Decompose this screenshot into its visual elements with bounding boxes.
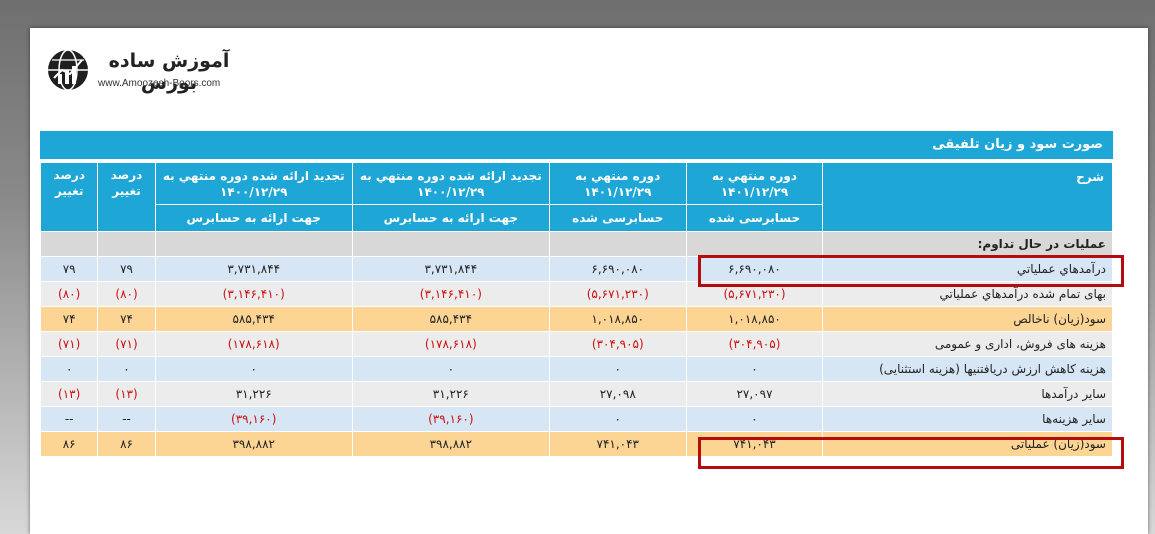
cell-pct: (۸۰): [41, 282, 98, 306]
cell-value: ۰: [686, 407, 823, 431]
header-col3: تجدید ارائه شده دوره منتهي به ۱۴۰۰/۱۲/۲۹: [352, 163, 549, 204]
cell-value: ۳۹۸,۸۸۲: [155, 432, 352, 456]
section-label: عملیات در حال تداوم:: [823, 232, 1112, 256]
cell-value: ۰: [352, 357, 549, 381]
row-label: ساير هزينه‌ها: [823, 407, 1112, 431]
cell-pct: (۱۳): [41, 382, 98, 406]
report-title: صورت سود و زیان تلفیقی: [40, 131, 1113, 159]
cell-pct: (۷۱): [98, 332, 155, 356]
header-pct1: درصد تغییر: [98, 163, 155, 231]
row-label: ساير درآمدها: [823, 382, 1112, 406]
table-row: ساير درآمدها ۲۷,۰۹۷ ۲۷,۰۹۸ ۳۱,۲۲۶ ۳۱,۲۲۶…: [41, 382, 1112, 406]
cell-value: ۵۸۵,۴۳۴: [352, 307, 549, 331]
cell-pct: --: [98, 407, 155, 431]
cell-value: ۷۴۱,۰۴۳: [686, 432, 823, 456]
cell-value: ۰: [549, 357, 686, 381]
cell-value: ۱,۰۱۸,۸۵۰: [686, 307, 823, 331]
table-row: سود(زيان) عملياتى ۷۴۱,۰۴۳ ۷۴۱,۰۴۳ ۳۹۸,۸۸…: [41, 432, 1112, 456]
cell-pct: (۱۳): [98, 382, 155, 406]
cell-value: (۱۷۸,۶۱۸): [352, 332, 549, 356]
cell-value: (۳۰۴,۹۰۵): [686, 332, 823, 356]
cell-value: (۵,۶۷۱,۲۳۰): [549, 282, 686, 306]
cell-pct: ۰: [98, 357, 155, 381]
cell-pct: ۰: [41, 357, 98, 381]
row-label: هزينه هاى فروش، ادارى و عمومى: [823, 332, 1112, 356]
table-row: درآمدهاي عملياتي ۶,۶۹۰,۰۸۰ ۶,۶۹۰,۰۸۰ ۳,۷…: [41, 257, 1112, 281]
header-col2-sub: حسابرسی شده: [549, 205, 686, 231]
cell-value: ۳,۷۳۱,۸۴۴: [155, 257, 352, 281]
table-body: عملیات در حال تداوم: درآمدهاي عملياتي ۶,…: [41, 232, 1112, 456]
cell-pct: ۷۴: [41, 307, 98, 331]
cell-value: ۱,۰۱۸,۸۵۰: [549, 307, 686, 331]
row-label: سود(زيان) ناخالص: [823, 307, 1112, 331]
cell-value: ۵۸۵,۴۳۴: [155, 307, 352, 331]
cell-pct: (۷۱): [41, 332, 98, 356]
table-row: سود(زيان) ناخالص ۱,۰۱۸,۸۵۰ ۱,۰۱۸,۸۵۰ ۵۸۵…: [41, 307, 1112, 331]
row-label: هزينه کاهش ارزش دريافتنيها (هزينه استثنا…: [823, 357, 1112, 381]
globe-chart-icon: [48, 49, 88, 91]
logo-url[interactable]: www.Amoozesh-Boors.com: [98, 78, 221, 89]
cell-value: ۰: [155, 357, 352, 381]
cell-pct: ۸۶: [98, 432, 155, 456]
row-label: سود(زيان) عملياتى: [823, 432, 1112, 456]
table-row: ساير هزينه‌ها ۰ ۰ (۳۹,۱۶۰) (۳۹,۱۶۰) -- -…: [41, 407, 1112, 431]
cell-value: (۵,۶۷۱,۲۳۰): [686, 282, 823, 306]
cell-value: ۳۱,۲۲۶: [155, 382, 352, 406]
header-col2: دوره منتهي به ۱۴۰۱/۱۲/۲۹: [549, 163, 686, 204]
cell-value: (۳۹,۱۶۰): [352, 407, 549, 431]
cell-value: (۳۰۴,۹۰۵): [549, 332, 686, 356]
cell-value: ۰: [686, 357, 823, 381]
cell-pct: (۸۰): [98, 282, 155, 306]
document-sheet: آموزش ساده بورس www.Amoozesh-Boors.com ص…: [30, 28, 1148, 534]
cell-value: ۳۱,۲۲۶: [352, 382, 549, 406]
header-col4: تجدید ارائه شده دوره منتهي به ۱۴۰۰/۱۲/۲۹: [155, 163, 352, 204]
logo-title: آموزش ساده بورس: [108, 50, 230, 94]
table-row: هزينه کاهش ارزش دريافتنيها (هزينه استثنا…: [41, 357, 1112, 381]
header-desc: شرح: [823, 163, 1112, 231]
cell-value: ۶,۶۹۰,۰۸۰: [549, 257, 686, 281]
cell-value: ۰: [549, 407, 686, 431]
cell-value: (۳,۱۴۶,۴۱۰): [352, 282, 549, 306]
cell-value: (۱۷۸,۶۱۸): [155, 332, 352, 356]
cell-pct: ۷۹: [41, 257, 98, 281]
row-label: بهاى تمام شده درآمدهاي عملياتي: [823, 282, 1112, 306]
cell-pct: ۷۴: [98, 307, 155, 331]
cell-value: (۳۹,۱۶۰): [155, 407, 352, 431]
income-table: شرح دوره منتهي به ۱۴۰۱/۱۲/۲۹ دوره منتهي ب…: [40, 162, 1113, 457]
table-row: هزينه هاى فروش، ادارى و عمومى (۳۰۴,۹۰۵) …: [41, 332, 1112, 356]
cell-pct: ۷۹: [98, 257, 155, 281]
section-row: عملیات در حال تداوم:: [41, 232, 1112, 256]
cell-value: ۶,۶۹۰,۰۸۰: [686, 257, 823, 281]
cell-value: ۲۷,۰۹۷: [686, 382, 823, 406]
cell-pct: --: [41, 407, 98, 431]
row-label: درآمدهاي عملياتي: [823, 257, 1112, 281]
site-logo[interactable]: آموزش ساده بورس www.Amoozesh-Boors.com: [46, 48, 246, 96]
income-statement: صورت سود و زیان تلفیقی شرح دوره منتهي به…: [40, 131, 1124, 469]
cell-value: ۷۴۱,۰۴۳: [549, 432, 686, 456]
cell-value: ۳۹۸,۸۸۲: [352, 432, 549, 456]
cell-value: ۳,۷۳۱,۸۴۴: [352, 257, 549, 281]
header-col1-sub: حسابرسی شده: [686, 205, 823, 231]
header-col4-sub: جهت ارائه به حسابرس: [155, 205, 352, 231]
table-row: بهاى تمام شده درآمدهاي عملياتي (۵,۶۷۱,۲۳…: [41, 282, 1112, 306]
header-col3-sub: جهت ارائه به حسابرس: [352, 205, 549, 231]
cell-pct: ۸۶: [41, 432, 98, 456]
header-col1: دوره منتهي به ۱۴۰۱/۱۲/۲۹: [686, 163, 823, 204]
cell-value: (۳,۱۴۶,۴۱۰): [155, 282, 352, 306]
cell-value: ۲۷,۰۹۸: [549, 382, 686, 406]
header-pct2: درصد تغییر: [41, 163, 98, 231]
